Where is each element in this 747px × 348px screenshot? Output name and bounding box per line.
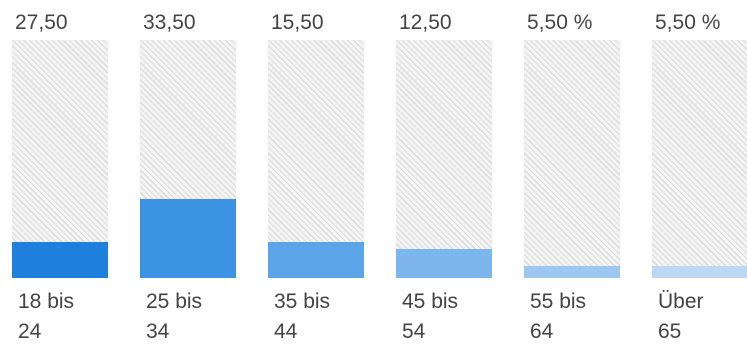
data-label-line: 33,50 [143, 11, 196, 34]
category-label: 18 bis 24 [18, 287, 108, 347]
category-label-line: 54 [402, 320, 426, 343]
data-label: 5,50 % [527, 8, 617, 38]
bar [524, 266, 620, 278]
bar [652, 266, 747, 278]
category-label: 45 bis 54 [402, 287, 492, 347]
bar [396, 249, 492, 278]
category-label-line: 18 bis [18, 290, 75, 313]
category-label-line: 34 [146, 320, 170, 343]
bar-track [396, 40, 492, 278]
category-label-line: Über [658, 290, 704, 313]
data-label-line: 12,50 [399, 11, 452, 34]
bar [12, 242, 108, 278]
category-label-line: 44 [274, 320, 298, 343]
bar-column: 5,50 % Über 65 [652, 0, 747, 348]
category-label-line: 64 [530, 320, 554, 343]
category-label-line: 65 [658, 320, 682, 343]
category-label-line: 55 bis [530, 290, 587, 313]
bar-track [12, 40, 108, 278]
data-label-line: 27,50 [15, 11, 68, 34]
category-label-line: 24 [18, 320, 42, 343]
data-label: 5,50 % [655, 8, 745, 38]
category-label: Über 65 [658, 287, 747, 347]
category-label-line: 35 bis [274, 290, 331, 313]
category-label: 25 bis 34 [146, 287, 236, 347]
bar-track [140, 40, 236, 278]
category-label-line: 45 bis [402, 290, 459, 313]
bar [268, 242, 364, 278]
bar [140, 199, 236, 278]
bar-track [524, 40, 620, 278]
data-label-line: 5,50 % [655, 11, 721, 34]
bar-track [268, 40, 364, 278]
data-label-line: 15,50 [271, 11, 324, 34]
data-label-line: 5,50 % [527, 11, 593, 34]
bar-track [652, 40, 747, 278]
category-label: 35 bis 44 [274, 287, 364, 347]
bar-column: 5,50 % 55 bis 64 [524, 0, 620, 348]
category-label: 55 bis 64 [530, 287, 620, 347]
category-label-line: 25 bis [146, 290, 203, 313]
